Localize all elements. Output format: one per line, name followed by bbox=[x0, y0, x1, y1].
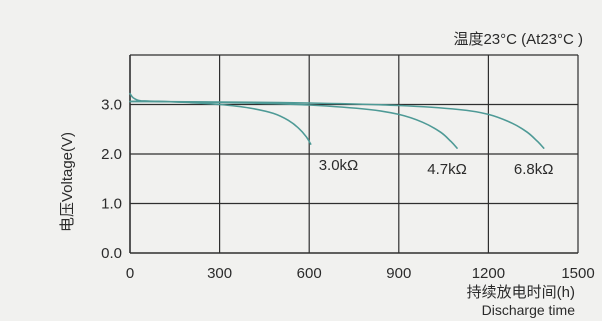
x-tick-label-600: 600 bbox=[297, 265, 322, 282]
x-tick-label-0: 0 bbox=[126, 265, 134, 282]
series-line-3 bbox=[129, 100, 545, 149]
x-tick-label-900: 900 bbox=[386, 265, 411, 282]
y-tick-label-2.0: 2.0 bbox=[101, 146, 122, 163]
y-tick-label-1.0: 1.0 bbox=[101, 196, 122, 213]
grid-lines bbox=[129, 54, 579, 254]
tick-labels: 0 300 600 900 1200 1500 0.0 1.0 2.0 3.0 bbox=[101, 97, 595, 283]
series-label-3: 6.8kΩ bbox=[514, 161, 554, 178]
y-tick-label-3.0: 3.0 bbox=[101, 97, 122, 114]
series-lines bbox=[129, 92, 545, 149]
temperature-annotation: 温度23°C (At23°C ) bbox=[453, 31, 583, 48]
x-tick-label-1500: 1500 bbox=[561, 265, 594, 282]
series-labels: 3.0kΩ 4.7kΩ 6.8kΩ bbox=[319, 157, 554, 178]
x-tick-label-300: 300 bbox=[207, 265, 232, 282]
x-tick-label-1200: 1200 bbox=[472, 265, 505, 282]
x-axis-label: 持续放电时间(h) bbox=[467, 284, 575, 301]
x-axis-label-en: Discharge time bbox=[482, 302, 576, 318]
y-tick-label-0.0: 0.0 bbox=[101, 245, 122, 262]
y-axis-label: 电压Voltage(V) bbox=[59, 132, 76, 232]
series-label-1: 3.0kΩ bbox=[319, 157, 359, 174]
series-line-1 bbox=[129, 92, 312, 145]
series-label-2: 4.7kΩ bbox=[427, 161, 467, 178]
